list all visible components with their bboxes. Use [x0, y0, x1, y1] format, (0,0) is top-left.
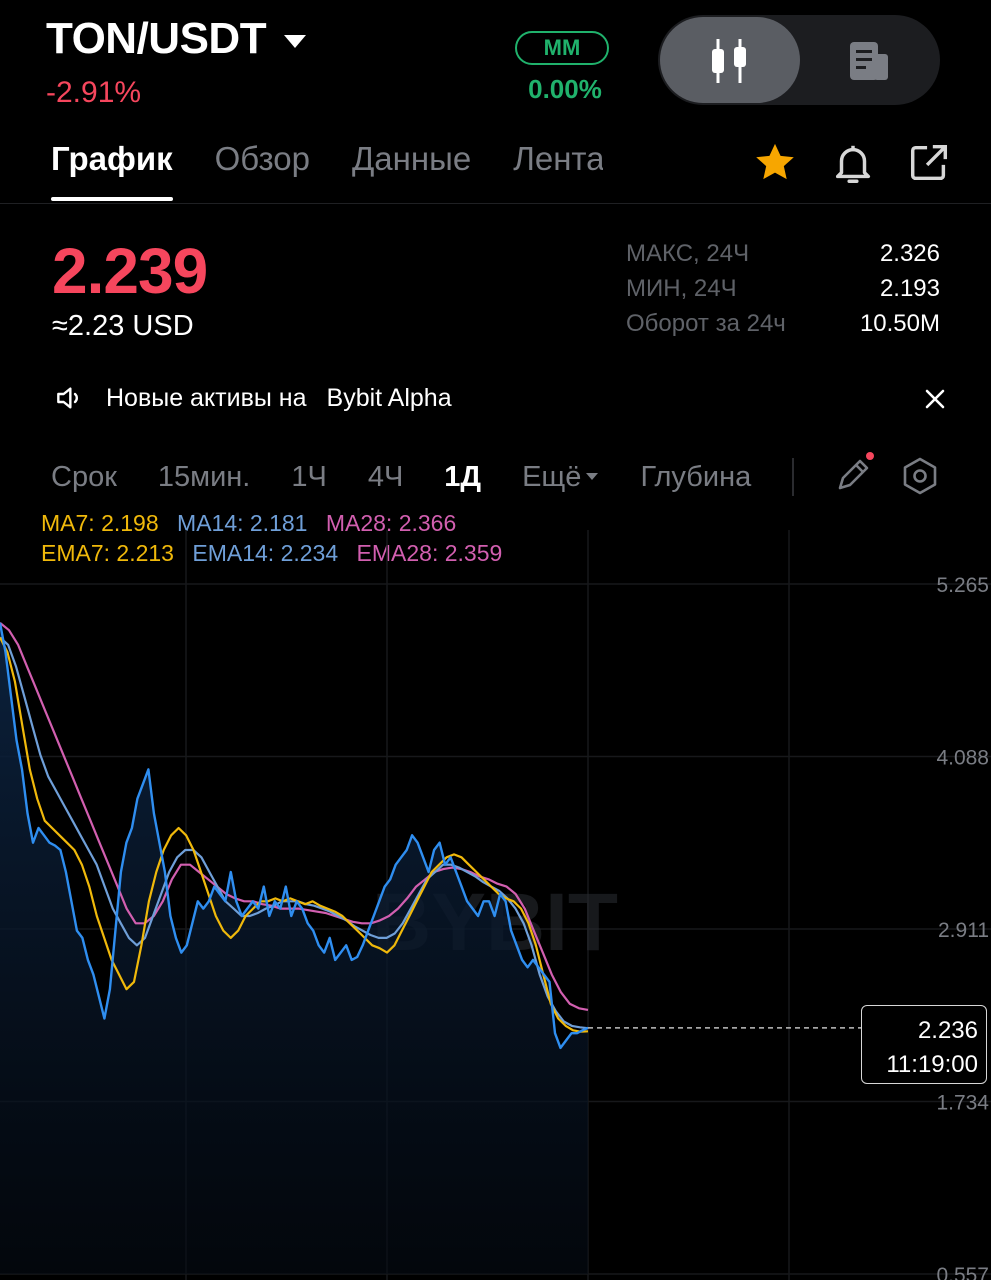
drawing-tool-button[interactable] [832, 452, 876, 501]
stat-label-high: МАКС, 24Ч [626, 240, 750, 267]
ma7-line [0, 637, 589, 1033]
price-change-percent: -2.91% [46, 76, 142, 109]
current-price-tag: 2.236 11:19:00 [861, 1005, 987, 1084]
chevron-down-icon [586, 473, 599, 480]
ma28-label: MA28: 2.366 [325, 510, 457, 536]
pair-title: TON/USDT [46, 14, 267, 63]
share-button[interactable] [906, 140, 952, 191]
tab-feed[interactable]: Лента [513, 140, 604, 177]
ema-legend: EMA7: 2.213 EMA14: 2.234 EMA28: 2.359 [41, 540, 502, 567]
ema28-label: EMA28: 2.359 [356, 540, 503, 566]
y-tick-label-1: 4.088 [936, 747, 989, 770]
ema7-label: EMA7: 2.213 [41, 540, 174, 566]
mm-value: 0.00% [528, 74, 602, 104]
y-tick-label-4: 0.557 [936, 1264, 989, 1280]
announcement-text: Новые активы на [106, 383, 307, 412]
speaker-icon [57, 387, 78, 409]
tab-overview[interactable]: Обзор [214, 140, 310, 177]
tab-chart[interactable]: График [51, 140, 173, 201]
ma7-label: MA7: 2.198 [41, 510, 159, 536]
current-price-tag-time: 11:19:00 [886, 1051, 978, 1078]
announcement-link[interactable]: Bybit Alpha [326, 383, 452, 412]
tab-data[interactable]: Данные [351, 140, 472, 177]
tab-bar: График Обзор Данные Лента [51, 140, 604, 201]
tabs-divider [0, 203, 991, 204]
toolbar-divider [792, 458, 795, 496]
timeframe-more[interactable]: Ещё [522, 461, 599, 494]
price-area [0, 622, 588, 1274]
bell-icon [835, 145, 871, 183]
star-icon [756, 143, 794, 180]
stat-value-high: 2.326 [879, 240, 940, 267]
close-banner-button[interactable] [924, 388, 946, 413]
news-view-button[interactable] [848, 40, 892, 87]
timeframe-more-label: Ещё [522, 460, 582, 493]
last-price: 2.239 [52, 235, 208, 307]
depth-button[interactable]: Глубина [640, 460, 752, 493]
stat-label-turnover: Оборот за 24ч [626, 310, 786, 337]
current-price-tag-value: 2.236 [917, 1017, 978, 1044]
usd-equivalent: ≈2.23 USD [52, 310, 194, 342]
chart-series [0, 621, 861, 1274]
stat-value-low: 2.193 [879, 275, 940, 302]
mm-badge[interactable]: MM [515, 31, 609, 65]
settings-hexagon-icon [903, 457, 937, 495]
trading-pair-selector[interactable]: TON/USDT [46, 14, 307, 64]
y-axis: 5.265 4.088 2.911 1.734 0.557 [936, 574, 989, 1280]
ma-legend: MA7: 2.198 MA14: 2.181 MA28: 2.366 [41, 510, 456, 537]
chart-view-button[interactable] [660, 17, 800, 103]
pencil-icon [838, 452, 874, 490]
ma14-label: MA14: 2.181 [177, 510, 308, 536]
timeframe-1h[interactable]: 1Ч [291, 460, 327, 493]
timeframe-15m[interactable]: 15мин. [157, 460, 251, 493]
share-icon [910, 144, 948, 181]
news-icon [850, 42, 888, 80]
dropdown-caret-icon [284, 34, 307, 48]
alert-button[interactable] [830, 140, 876, 193]
y-tick-label-0: 5.265 [936, 574, 989, 597]
favorite-button[interactable] [752, 140, 798, 191]
timeframe-1d[interactable]: 1Д [444, 460, 482, 493]
price-line [0, 622, 589, 1050]
stat-label-low: МИН, 24Ч [626, 275, 737, 302]
timeframe-toolbar: Срок 15мин. 1Ч 4Ч 1Д Ещё Глубина [51, 458, 828, 496]
ema14-label: EMA14: 2.234 [192, 540, 339, 566]
timeframe-label: Срок [51, 460, 117, 493]
announcement-banner[interactable]: Новые активы на Bybit Alpha [52, 382, 452, 414]
y-tick-label-2: 2.911 [938, 919, 989, 942]
timeframe-4h[interactable]: 4Ч [367, 460, 404, 493]
y-tick-label-3: 1.734 [936, 1092, 989, 1115]
close-icon [925, 389, 945, 409]
candlestick-icon [712, 39, 746, 83]
stat-value-turnover: 10.50M [859, 310, 940, 337]
chart-settings-button[interactable] [900, 456, 940, 501]
